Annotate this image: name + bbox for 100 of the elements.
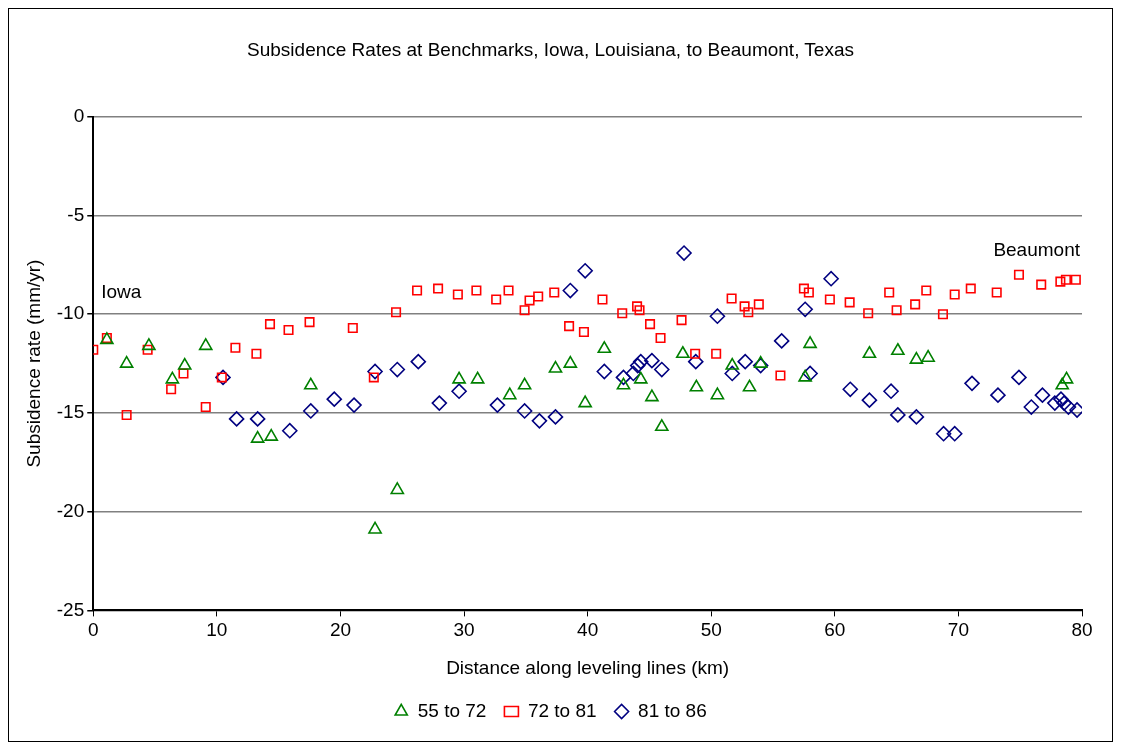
point	[645, 389, 659, 402]
point	[653, 361, 670, 378]
point	[803, 287, 814, 298]
point	[119, 355, 134, 368]
point	[625, 365, 642, 382]
point	[690, 348, 701, 359]
x-axis-title: Distance along leveling lines (km)	[446, 656, 730, 678]
annotation: Iowa	[101, 280, 142, 302]
point	[452, 289, 463, 300]
point	[431, 395, 448, 411]
point	[654, 418, 669, 432]
point	[302, 403, 319, 419]
x-tick-label: 70	[947, 619, 969, 641]
point	[283, 324, 294, 336]
point	[775, 370, 786, 381]
point	[564, 321, 575, 332]
point	[502, 387, 517, 400]
x-tick-label: 0	[87, 619, 99, 641]
point	[547, 409, 564, 425]
point	[1056, 395, 1072, 411]
point	[687, 353, 704, 370]
point	[533, 291, 544, 302]
point	[742, 379, 757, 392]
y-tick-label: 0	[73, 105, 85, 127]
chart-title: Subsidence Rates at Benchmarks, Iowa, Louisiana, to Beaumont, Texas	[247, 38, 854, 60]
point	[616, 377, 631, 390]
point	[632, 353, 649, 370]
point	[862, 345, 877, 359]
point	[177, 357, 192, 370]
point	[549, 287, 560, 298]
point	[844, 297, 855, 308]
point	[743, 307, 754, 318]
point	[655, 332, 666, 343]
y-tick-label: -20	[56, 499, 85, 521]
point	[615, 369, 632, 386]
point	[802, 365, 818, 382]
point	[251, 348, 262, 359]
point	[1053, 391, 1069, 407]
point	[264, 319, 276, 330]
point	[675, 345, 690, 359]
annotation: Beaumont	[993, 238, 1081, 260]
point	[709, 308, 726, 325]
point	[937, 309, 948, 320]
point	[1011, 369, 1027, 386]
point	[676, 315, 687, 326]
point	[519, 305, 530, 316]
point	[1060, 399, 1077, 415]
y-tick-label: -25	[56, 598, 85, 620]
point	[842, 381, 859, 398]
point	[890, 407, 906, 423]
point	[410, 353, 427, 370]
point	[165, 371, 180, 384]
point	[629, 357, 646, 374]
point	[368, 372, 379, 383]
point	[578, 395, 593, 408]
point	[304, 317, 315, 328]
point	[249, 411, 266, 427]
point	[634, 305, 645, 316]
point	[632, 301, 643, 312]
point	[166, 384, 177, 395]
point	[1023, 399, 1040, 415]
point	[250, 430, 265, 443]
point	[891, 305, 902, 316]
point	[823, 270, 839, 287]
point	[503, 285, 514, 296]
point	[964, 375, 980, 392]
point	[142, 338, 156, 351]
point	[491, 294, 502, 305]
point	[965, 283, 976, 294]
point	[433, 283, 444, 294]
point	[412, 285, 423, 296]
point	[884, 287, 895, 298]
point	[548, 360, 563, 373]
point	[346, 397, 362, 413]
point	[773, 333, 790, 349]
legend-label: 72 to 81	[527, 699, 597, 721]
y-axis-title: Subsidence rate (mm/yr)	[22, 259, 44, 468]
point	[517, 377, 532, 390]
point	[908, 409, 925, 425]
point	[367, 363, 383, 380]
legend-label: 81 to 86	[638, 699, 707, 721]
x-tick-label: 40	[577, 619, 599, 641]
point	[516, 403, 533, 419]
x-tick-label: 30	[453, 619, 475, 641]
point	[990, 387, 1006, 403]
legend-label: 55 to 72	[417, 699, 487, 721]
point	[198, 338, 213, 351]
point	[890, 342, 905, 356]
point	[724, 365, 741, 382]
point	[1055, 276, 1066, 287]
point	[949, 289, 960, 300]
point	[883, 383, 899, 400]
point	[798, 369, 813, 382]
point	[470, 371, 485, 384]
point	[909, 351, 924, 364]
point	[824, 294, 835, 305]
point	[597, 340, 612, 354]
point	[1047, 395, 1063, 411]
point	[935, 425, 952, 442]
point	[281, 422, 298, 439]
